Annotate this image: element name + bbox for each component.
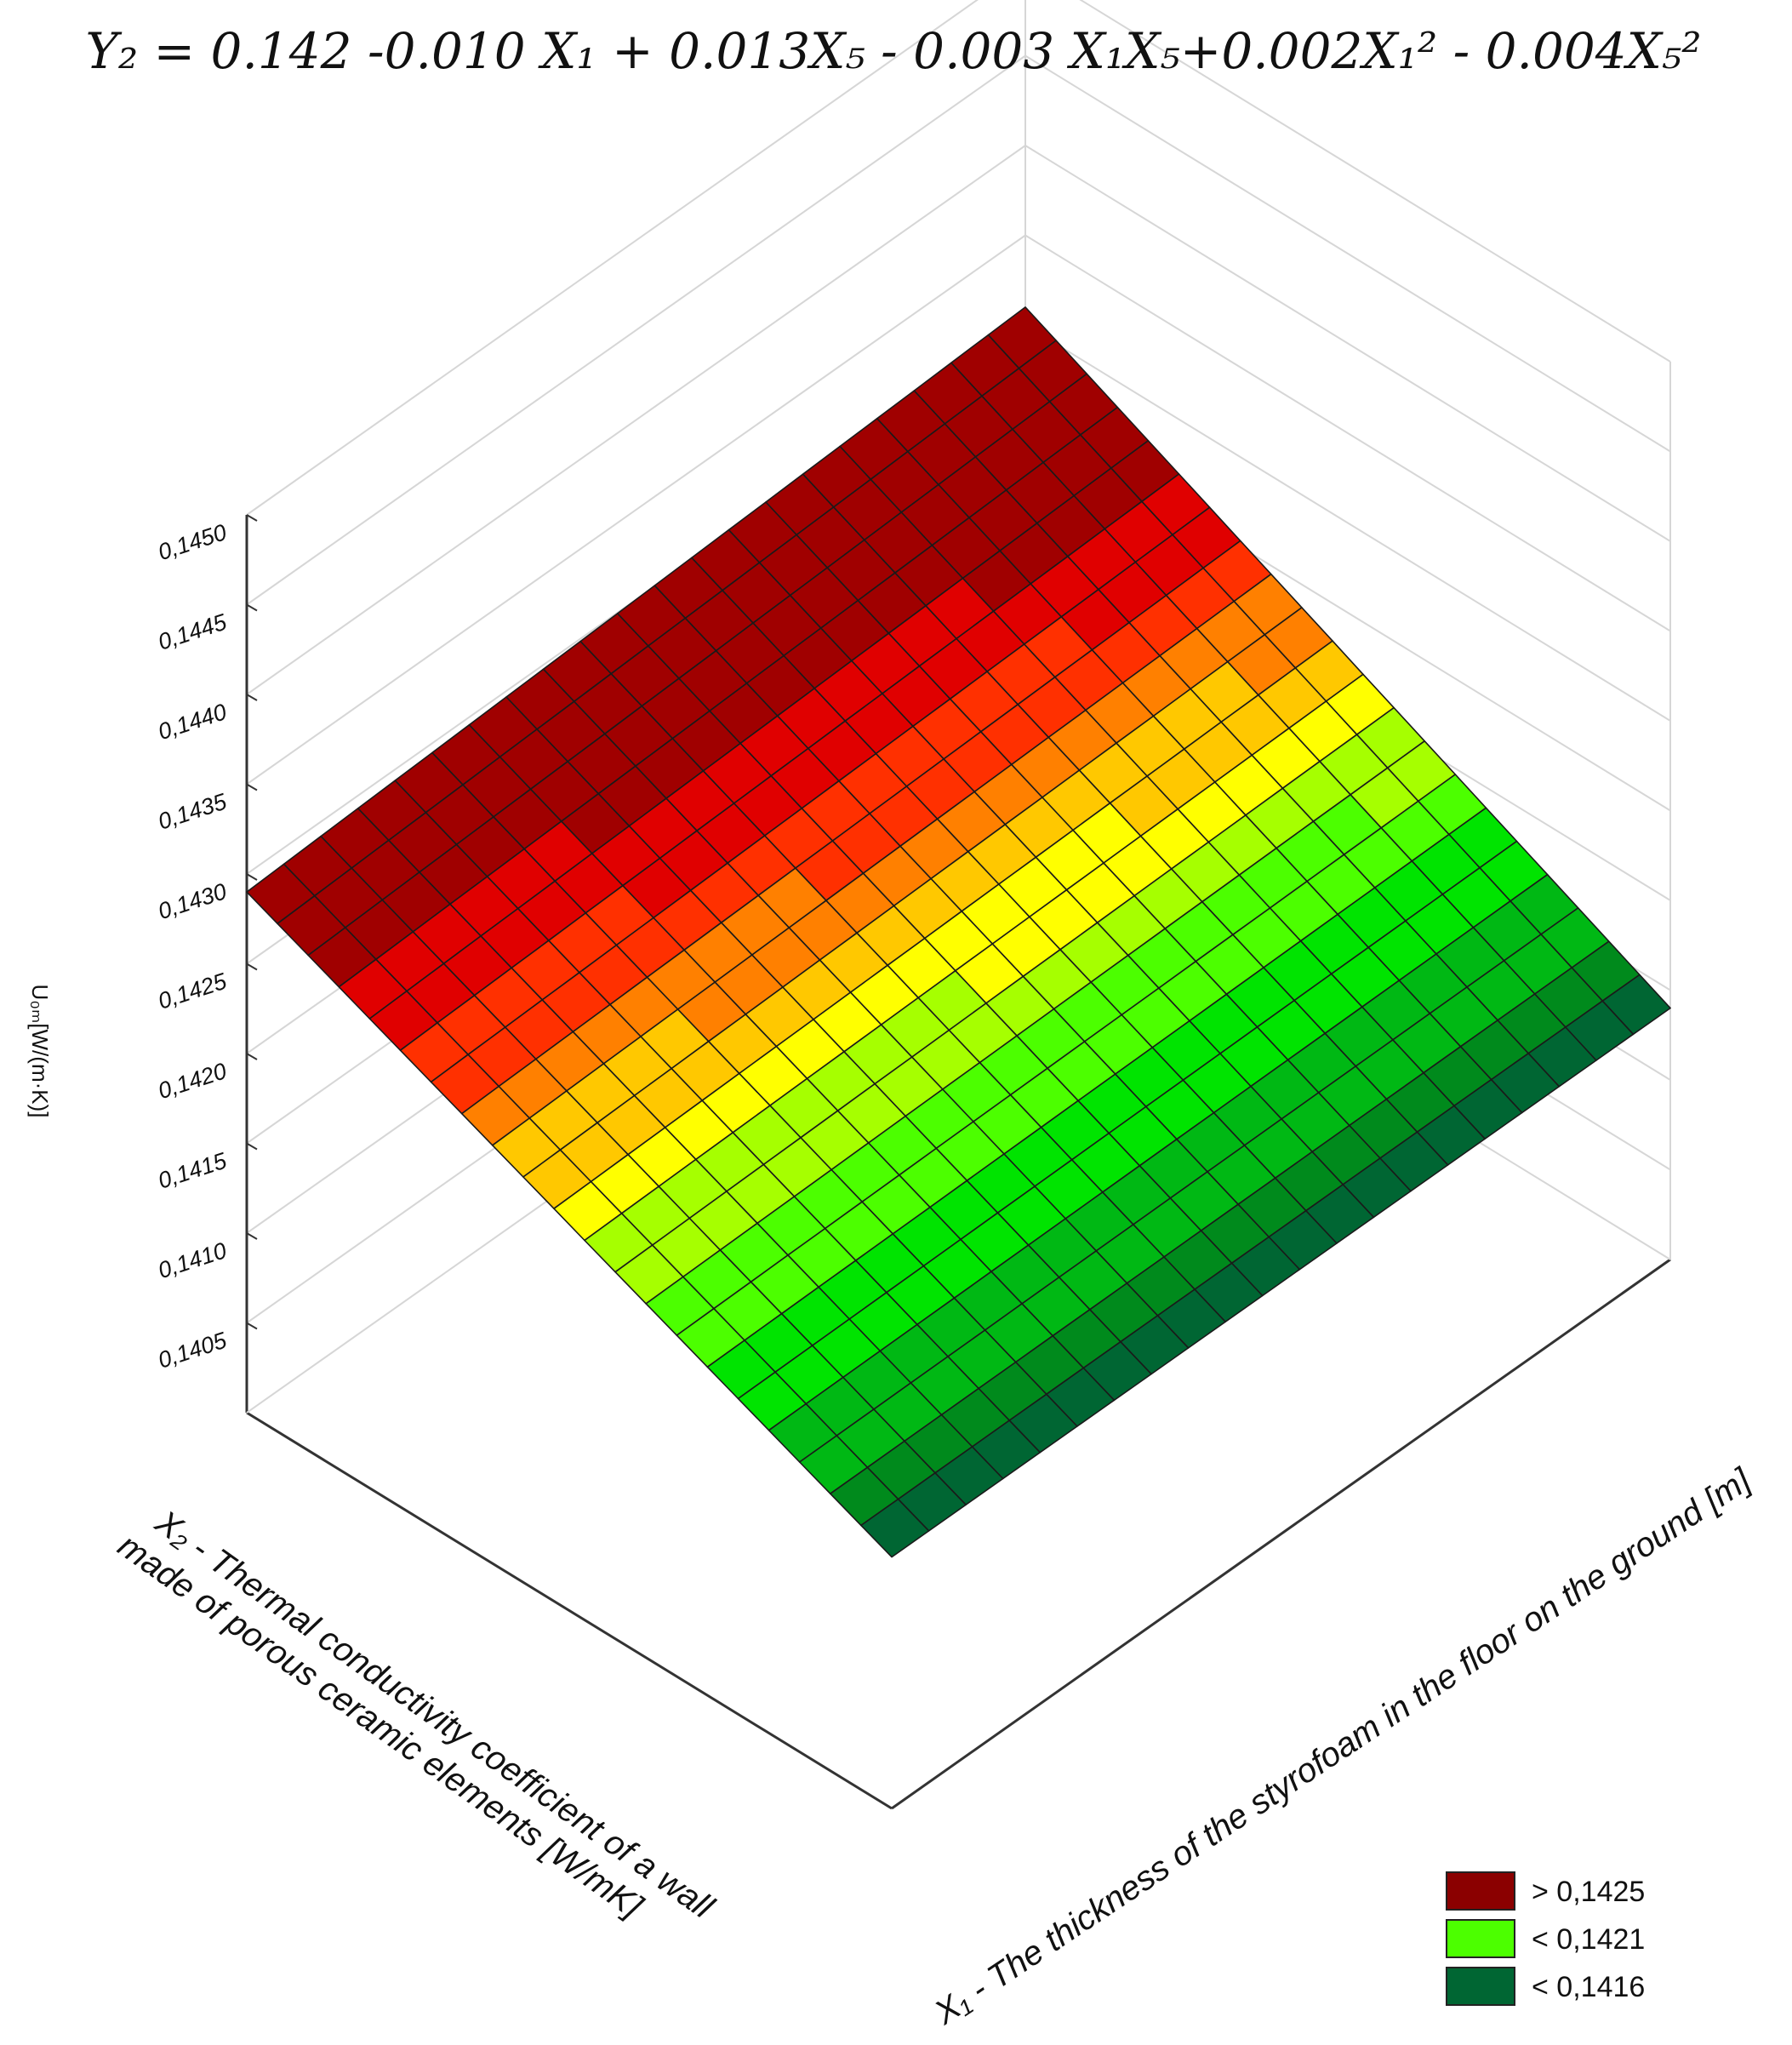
z-tick-label: 0,1425 bbox=[155, 968, 231, 1014]
legend-swatch bbox=[1446, 1919, 1515, 1958]
z-tick-mark bbox=[246, 1142, 258, 1151]
z-tick-mark bbox=[246, 603, 258, 612]
surface-layer bbox=[246, 306, 1671, 1558]
base-edge-x bbox=[891, 1258, 1671, 1810]
z-tick-mark bbox=[246, 514, 258, 522]
z-tick-mark bbox=[246, 694, 258, 701]
y-axis-title: X₂ - Thermal conductivity coefficient of… bbox=[111, 1503, 721, 1927]
grid-line-right-wall bbox=[1024, 54, 1671, 453]
base-edge-y bbox=[246, 1411, 893, 1810]
legend: > 0,1425 < 0,1421 < 0,1416 bbox=[1446, 1871, 1645, 2006]
z-tick-mark bbox=[246, 1053, 258, 1060]
legend-label: < 0,1421 bbox=[1532, 1923, 1645, 1956]
z-tick-label: 0,1410 bbox=[155, 1237, 230, 1283]
grid-line-left-wall bbox=[246, 54, 1026, 606]
grid-line-right-wall bbox=[1024, 324, 1671, 722]
surface-cell bbox=[860, 1498, 930, 1558]
z-tick-label: 0,1450 bbox=[155, 519, 230, 565]
z-ticks: 0,1405 0,1410 0,1415 0,1420 0,1425 0,1430 0,14… bbox=[155, 514, 258, 1374]
z-tick-mark bbox=[246, 963, 258, 971]
legend-swatch bbox=[1446, 1967, 1515, 2006]
grid-line-right-wall bbox=[1024, 145, 1671, 542]
z-axis-label: U₀ₘ[W/(m·K)] bbox=[27, 985, 53, 1118]
z-tick-mark bbox=[246, 873, 258, 881]
z-tick-mark bbox=[246, 1322, 258, 1330]
z-tick-label: 0,1445 bbox=[155, 608, 231, 654]
z-tick-label: 0,1405 bbox=[155, 1327, 231, 1373]
legend-label: > 0,1425 bbox=[1532, 1876, 1645, 1908]
box-top-edge-left bbox=[246, 0, 979, 516]
grid-line-right-wall bbox=[1024, 234, 1671, 632]
z-tick-label: 0,1420 bbox=[155, 1058, 230, 1104]
y-axis-title-line-1: X₂ - Thermal conductivity coefficient of… bbox=[148, 1503, 721, 1927]
legend-label: < 0,1416 bbox=[1532, 1971, 1645, 2003]
z-tick-label: 0,1435 bbox=[155, 788, 231, 834]
z-tick-mark bbox=[246, 783, 258, 791]
box-top-edge-right bbox=[1079, 0, 1671, 363]
legend-swatch bbox=[1446, 1871, 1515, 1911]
grid-line-left-wall bbox=[246, 234, 1026, 785]
z-tick-label: 0,1415 bbox=[155, 1147, 231, 1193]
chart-title: Y₂ = 0.142 -0.010 X₁ + 0.013X₅ - 0.003 X… bbox=[86, 22, 1702, 80]
z-tick-label: 0,1430 bbox=[155, 878, 230, 924]
z-tick-mark bbox=[246, 1232, 258, 1240]
y-axis-title-line-2: made of porous ceramic elements [W/mK] bbox=[111, 1527, 650, 1926]
grid-line-left-wall bbox=[246, 145, 1026, 695]
z-tick-label: 0,1440 bbox=[155, 699, 230, 745]
